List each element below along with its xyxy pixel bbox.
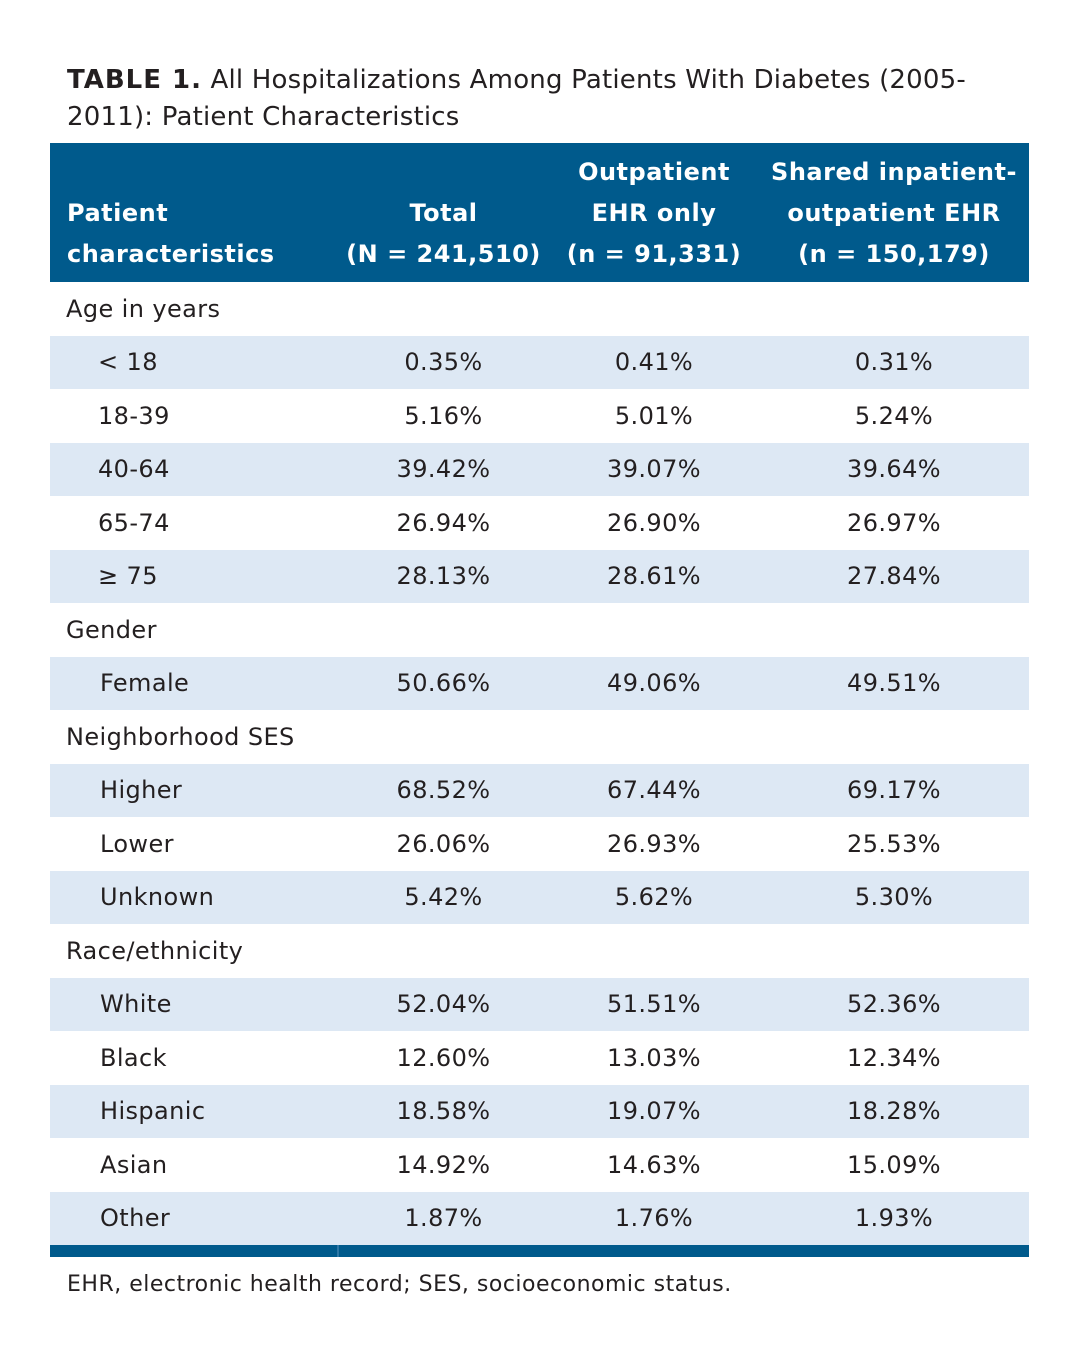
cell-total: 5.42% xyxy=(338,870,549,924)
header-shared-ehr: Shared inpatient- outpatient EHR (n = 15… xyxy=(759,143,1029,282)
cell-shared: 26.97% xyxy=(847,508,941,537)
row-label: 18-39 xyxy=(98,401,170,430)
cell-shared: 69.17% xyxy=(759,763,1029,817)
cell-outpatient: 0.41% xyxy=(549,335,759,389)
cell-total: 68.52% xyxy=(338,763,549,817)
cell-outpatient: 26.93% xyxy=(607,829,701,858)
cell-outpatient: 5.01% xyxy=(614,401,694,430)
table-row: Hispanic 18.58% 19.07% 18.28% xyxy=(50,1084,1029,1138)
cell-total: 50.66% xyxy=(338,656,549,710)
cell-shared: 25.53% xyxy=(847,829,941,858)
row-label: Higher xyxy=(50,763,338,817)
cell-shared: 52.36% xyxy=(759,977,1029,1031)
row-label: 65-74 xyxy=(98,508,170,537)
table-row: ≥ 75 28.13% 28.61% 27.84% xyxy=(50,549,1029,603)
cell-total: 26.94% xyxy=(396,508,491,537)
row-label: Asian xyxy=(100,1150,168,1179)
cell-shared: 18.28% xyxy=(759,1084,1029,1138)
cell-shared: 5.30% xyxy=(759,870,1029,924)
table-row: Unknown 5.42% 5.62% 5.30% xyxy=(50,870,1029,924)
cell-outpatient: 39.07% xyxy=(549,442,759,496)
cell-shared: 27.84% xyxy=(759,549,1029,603)
cell-total: 39.42% xyxy=(338,442,549,496)
table-row: Higher 68.52% 67.44% 69.17% xyxy=(50,763,1029,817)
row-label: ≥ 75 xyxy=(50,549,338,603)
table-row: 65-74 26.94% 26.90% 26.97% xyxy=(50,496,1029,550)
cell-total: 1.87% xyxy=(338,1191,549,1245)
table-row: White 52.04% 51.51% 52.36% xyxy=(50,977,1029,1031)
row-label: Female xyxy=(50,656,338,710)
cell-outpatient: 67.44% xyxy=(549,763,759,817)
row-label: Hispanic xyxy=(50,1084,338,1138)
patient-characteristics-table: Patient characteristics Total (N = 241,5… xyxy=(50,143,1029,1245)
cell-outpatient: 19.07% xyxy=(549,1084,759,1138)
cell-total: 26.06% xyxy=(396,829,491,858)
section-row-ses: Neighborhood SES xyxy=(50,710,1029,764)
table-row: Asian 14.92% 14.63% 15.09% xyxy=(50,1138,1029,1192)
cell-outpatient: 13.03% xyxy=(607,1043,701,1072)
table-footnote: EHR, electronic health record; SES, soci… xyxy=(67,1272,732,1297)
cell-total: 18.58% xyxy=(338,1084,549,1138)
cell-outpatient: 28.61% xyxy=(549,549,759,603)
table-row: Black 12.60% 13.03% 12.34% xyxy=(50,1031,1029,1085)
bottom-rule-divider xyxy=(337,1245,339,1257)
table-title: TABLE 1. All Hospitalizations Among Pati… xyxy=(67,62,1027,136)
cell-total: 0.35% xyxy=(338,335,549,389)
cell-total: 14.92% xyxy=(396,1150,491,1179)
cell-shared: 1.93% xyxy=(759,1191,1029,1245)
cell-total: 52.04% xyxy=(338,977,549,1031)
row-label: Lower xyxy=(100,829,174,858)
row-label: White xyxy=(50,977,338,1031)
header-total: Total (N = 241,510) xyxy=(338,143,549,282)
cell-shared: 5.24% xyxy=(854,401,934,430)
table-row: Lower 26.06% 26.93% 25.53% xyxy=(50,817,1029,871)
table-bottom-rule xyxy=(50,1245,1029,1257)
cell-shared: 49.51% xyxy=(759,656,1029,710)
cell-shared: 39.64% xyxy=(759,442,1029,496)
header-row: Patient characteristics Total (N = 241,5… xyxy=(50,143,1029,282)
cell-outpatient: 51.51% xyxy=(549,977,759,1031)
section-label: Race/ethnicity xyxy=(66,936,244,965)
table-number: TABLE 1. xyxy=(67,65,203,95)
table-header: Patient characteristics Total (N = 241,5… xyxy=(50,143,1029,282)
table-row: Female 50.66% 49.06% 49.51% xyxy=(50,656,1029,710)
row-label: 40-64 xyxy=(50,442,338,496)
table-caption: All Hospitalizations Among Patients With… xyxy=(67,65,966,132)
table-row: 18-39 5.16% 5.01% 5.24% xyxy=(50,389,1029,443)
cell-outpatient: 1.76% xyxy=(549,1191,759,1245)
cell-outpatient: 5.62% xyxy=(549,870,759,924)
cell-shared: 12.34% xyxy=(847,1043,941,1072)
header-patient-characteristics: Patient characteristics xyxy=(50,143,338,282)
table-body: Age in years < 18 0.35% 0.41% 0.31% 18-3… xyxy=(50,282,1029,1245)
section-label: Gender xyxy=(66,615,157,644)
row-label: Unknown xyxy=(50,870,338,924)
header-outpatient-ehr-only: Outpatient EHR only (n = 91,331) xyxy=(549,143,759,282)
cell-outpatient: 14.63% xyxy=(607,1150,701,1179)
row-label: Black xyxy=(100,1043,167,1072)
table-row: Other 1.87% 1.76% 1.93% xyxy=(50,1191,1029,1245)
section-row-race: Race/ethnicity xyxy=(50,924,1029,978)
table-row: 40-64 39.42% 39.07% 39.64% xyxy=(50,442,1029,496)
row-label: < 18 xyxy=(50,335,338,389)
cell-outpatient: 26.90% xyxy=(607,508,701,537)
section-row-gender: Gender xyxy=(50,603,1029,657)
table-row: < 18 0.35% 0.41% 0.31% xyxy=(50,335,1029,389)
row-label: Other xyxy=(50,1191,338,1245)
cell-shared: 0.31% xyxy=(759,335,1029,389)
section-label: Age in years xyxy=(66,294,221,323)
cell-total: 28.13% xyxy=(338,549,549,603)
cell-outpatient: 49.06% xyxy=(549,656,759,710)
section-label: Neighborhood SES xyxy=(66,722,295,751)
cell-shared: 15.09% xyxy=(847,1150,941,1179)
cell-total: 12.60% xyxy=(396,1043,491,1072)
cell-total: 5.16% xyxy=(404,401,483,430)
section-row-age: Age in years xyxy=(50,282,1029,336)
